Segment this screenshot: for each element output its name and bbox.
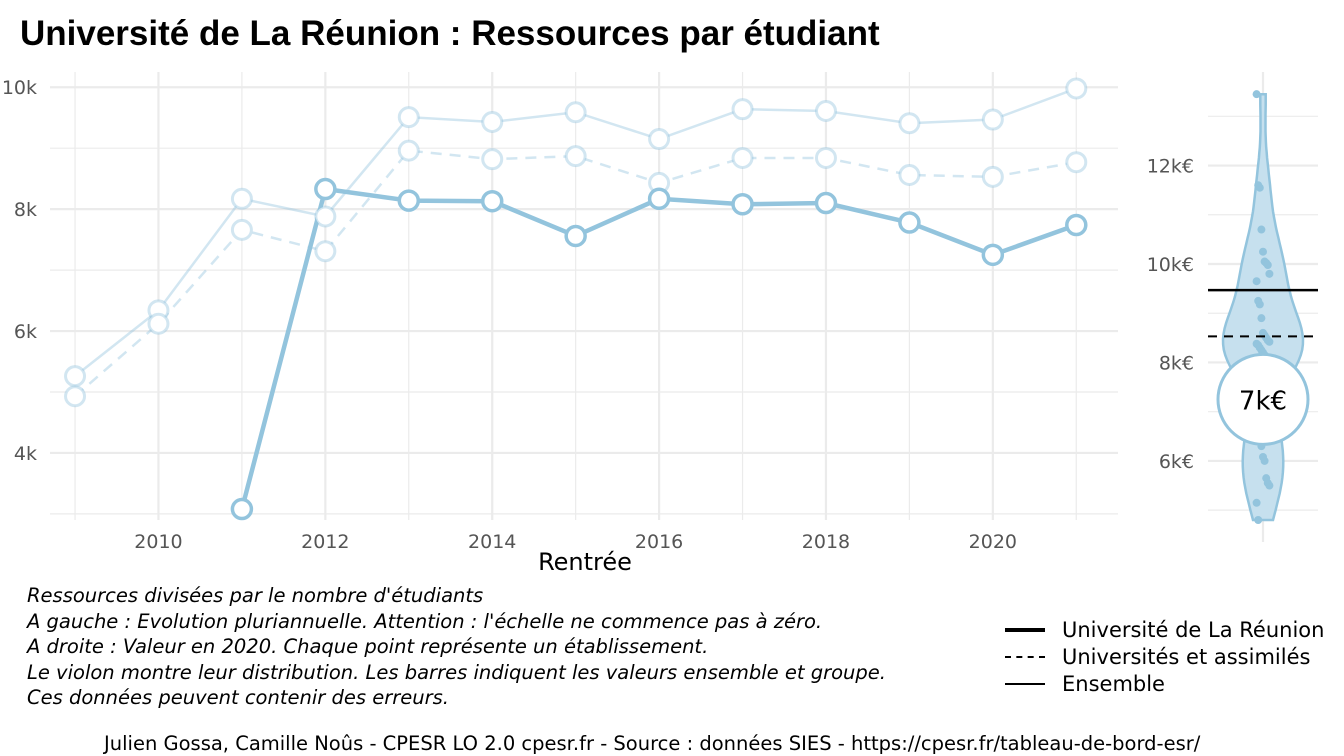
legend-key-dashed: [1005, 655, 1045, 658]
data-point: [397, 189, 421, 212]
data-point: [981, 243, 1005, 267]
data-point: [981, 108, 1004, 131]
data-point: [314, 205, 337, 228]
violin-point: [1252, 498, 1261, 507]
x-tick-label: 2010: [134, 531, 182, 553]
highlight-value-marker: 7k€: [1216, 352, 1310, 446]
data-point: [814, 100, 837, 123]
legend: Université de La Réunion Universités et …: [1005, 616, 1324, 697]
data-point: [397, 139, 420, 162]
data-point: [147, 312, 170, 335]
y-tick-label: 10k€: [1147, 254, 1194, 276]
y-tick-label: 6k€: [1159, 451, 1194, 473]
legend-label: Universités et assimilés: [1062, 644, 1311, 669]
violin-point: [1255, 183, 1264, 192]
legend-label: Ensemble: [1062, 671, 1165, 696]
x-axis-label: Rentrée: [538, 548, 632, 576]
data-point: [731, 98, 754, 121]
line-chart: 2010 2012 2014 2016 2018 2020 4k 6k 8k 10k: [2, 72, 1118, 553]
legend-item: Universités et assimilés: [1005, 643, 1324, 670]
data-point: [564, 145, 587, 168]
data-point: [898, 211, 921, 234]
y-tick-label: 6k: [14, 321, 37, 343]
violin-axis-ticks: 6k€ 8k€ 10k€ 12k€: [1147, 156, 1194, 473]
violin-point: [1265, 337, 1274, 346]
chart-title: Université de La Réunion : Ressources pa…: [20, 14, 880, 53]
data-point: [647, 187, 671, 211]
note-line: A droite : Valeur en 2020. Chaque point …: [27, 635, 709, 658]
data-point: [898, 112, 921, 135]
data-point: [731, 146, 754, 169]
data-point: [731, 193, 754, 216]
data-point: [1065, 77, 1088, 100]
violin-chart: 6k€ 8k€ 10k€ 12k€ 7k€: [1147, 72, 1318, 542]
y-tick-label: 4k: [14, 443, 37, 465]
violin-point: [1257, 225, 1266, 234]
value-circle: [1216, 352, 1310, 446]
legend-label: Université de La Réunion: [1062, 617, 1325, 642]
data-point: [64, 385, 87, 408]
legend-item: Université de La Réunion: [1005, 616, 1324, 643]
data-point: [314, 240, 337, 263]
data-point: [564, 224, 587, 248]
data-point: [1065, 151, 1088, 174]
violin-point: [1265, 481, 1274, 490]
violin-point: [1259, 247, 1267, 256]
y-tick-label: 8k€: [1159, 352, 1194, 374]
axis-ticks: 2010 2012 2014 2016 2018 2020 4k 6k 8k 10k: [2, 77, 1017, 553]
legend-key-solid: [1005, 682, 1045, 685]
violin-point: [1260, 456, 1269, 465]
data-point: [564, 101, 587, 124]
x-tick-label: 2014: [468, 531, 516, 553]
x-tick-label: 2018: [802, 531, 850, 553]
data-point: [1065, 213, 1088, 237]
note-line: Le violon montre leur distribution. Les …: [27, 660, 886, 684]
data-point: [230, 497, 254, 521]
violin-point: [1257, 314, 1266, 323]
data-point: [64, 365, 87, 388]
violin-point: [1255, 300, 1264, 309]
violin-point: [1252, 277, 1261, 286]
violin-point: [1265, 269, 1274, 278]
data-point: [230, 218, 253, 241]
reference-lines: [1208, 288, 1318, 338]
credits: Julien Gossa, Camille Noûs - CPESR LO 2.…: [104, 732, 1201, 755]
y-tick-label: 8k: [14, 199, 37, 221]
data-point: [481, 110, 504, 133]
note-line: A gauche : Evolution pluriannuelle. Atte…: [27, 609, 823, 633]
data-point: [814, 146, 837, 169]
note-line: Ressources divisées par le nombre d'étud…: [27, 584, 484, 607]
x-tick-label: 2020: [969, 531, 1017, 553]
value-label: 7k€: [1239, 386, 1287, 416]
notes: Ressources divisées par le nombre d'étud…: [27, 583, 886, 711]
legend-key-thick: [1005, 627, 1045, 632]
data-point: [230, 187, 253, 210]
y-tick-label: 12k€: [1147, 156, 1194, 178]
legend-item: Ensemble: [1005, 670, 1324, 697]
series-points: [64, 77, 1088, 521]
data-point: [481, 148, 504, 171]
data-point: [898, 164, 921, 187]
note-line: Ces données peuvent contenir des erreurs…: [27, 686, 449, 709]
data-point: [480, 189, 504, 213]
violin-point: [1254, 516, 1263, 524]
x-tick-label: 2012: [301, 531, 349, 553]
data-point: [981, 165, 1004, 188]
y-tick-label: 10k: [2, 77, 37, 99]
violin-point: [1263, 260, 1272, 269]
data-point: [397, 106, 420, 129]
violin-point: [1252, 90, 1261, 99]
data-point: [648, 128, 671, 151]
data-point: [314, 177, 337, 201]
x-tick-label: 2016: [635, 531, 683, 553]
data-point: [814, 191, 838, 215]
